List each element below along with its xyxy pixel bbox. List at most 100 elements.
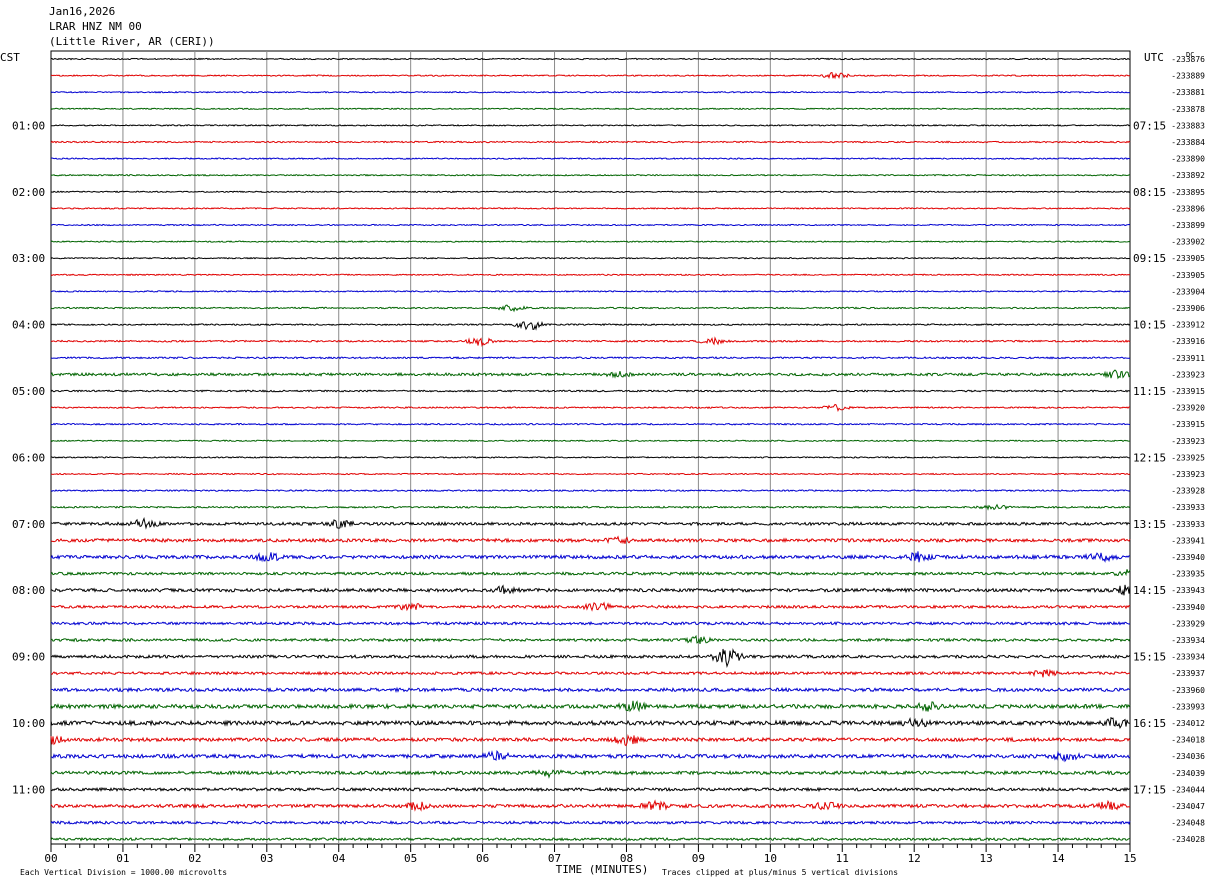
- dc-offset-label: -233935: [1171, 570, 1205, 579]
- dc-offset-label: -234028: [1171, 835, 1205, 844]
- trace-line: [50, 503, 1131, 511]
- trace-line: [50, 320, 1131, 331]
- trace-line: [50, 304, 1131, 313]
- trace-line: [50, 786, 1131, 793]
- dc-offset-label: -233902: [1171, 238, 1205, 247]
- trace-line: [50, 489, 1131, 493]
- clipping-note: Traces clipped at plus/minus 5 vertical …: [662, 868, 898, 877]
- x-tick-label: 12: [908, 852, 921, 865]
- dc-offset-label: -233925: [1171, 453, 1205, 462]
- right-hour-label: 09:15: [1133, 252, 1166, 265]
- left-hour-label: 06:00: [12, 451, 45, 464]
- trace-line: [50, 584, 1131, 596]
- location-label: (Little River, AR (CERI)): [49, 35, 215, 48]
- right-hour-label: 07:15: [1133, 119, 1166, 132]
- dc-offset-label: -233923: [1171, 437, 1205, 446]
- x-tick-label: 02: [188, 852, 201, 865]
- trace-line: [50, 820, 1131, 825]
- trace-line: [50, 456, 1131, 459]
- x-tick-label: 03: [260, 852, 273, 865]
- trace-line: [50, 716, 1131, 729]
- trace-line: [50, 223, 1131, 227]
- dc-offset-label: -233933: [1171, 503, 1205, 512]
- trace-line: [50, 124, 1131, 127]
- x-tick-label: 04: [332, 852, 346, 865]
- trace-line: [50, 836, 1131, 842]
- left-hour-label: 04:00: [12, 319, 45, 332]
- trace-line: [50, 472, 1131, 476]
- trace-line: [51, 686, 1130, 693]
- trace-line: [50, 240, 1131, 243]
- dc-offset-label: -233943: [1171, 586, 1205, 595]
- dc-offset-label: -233928: [1171, 487, 1205, 496]
- trace-line: [50, 389, 1131, 393]
- dc-offset-label: -233896: [1171, 204, 1205, 213]
- dc-offset-label: -234039: [1171, 769, 1205, 778]
- dc-offset-label: -233933: [1171, 520, 1205, 529]
- right-hour-label: 16:15: [1133, 717, 1166, 730]
- trace-line: [50, 551, 1131, 563]
- trace-line: [50, 535, 1131, 545]
- trace-line: [50, 403, 1131, 413]
- dc-offset-label: -233960: [1171, 686, 1205, 695]
- right-hour-label: 15:15: [1133, 651, 1166, 664]
- trace-line: [50, 620, 1131, 626]
- dc-offset-label: -233916: [1171, 337, 1205, 346]
- dc-offset-label: -234036: [1171, 752, 1205, 761]
- dc-offset-label: -233905: [1171, 254, 1205, 263]
- trace-line: [50, 256, 1131, 260]
- trace-line: [50, 71, 1131, 80]
- right-hour-label: 13:15: [1133, 518, 1166, 531]
- trace-line: [50, 733, 1131, 747]
- dc-offset-label: -233904: [1171, 287, 1205, 296]
- left-timezone-label: CST: [0, 51, 20, 64]
- left-hour-label: 07:00: [12, 518, 45, 531]
- dc-offset-label: -233876: [1171, 55, 1205, 64]
- left-hour-label: 02:00: [12, 186, 45, 199]
- dc-offset-label: -234044: [1171, 785, 1205, 794]
- trace-line: [50, 700, 1131, 713]
- trace-line: [50, 140, 1131, 144]
- dc-offset-label: -233906: [1171, 304, 1205, 313]
- dc-offset-label: -233929: [1171, 619, 1205, 628]
- dc-offset-label: -233878: [1171, 105, 1205, 114]
- right-hour-label: 17:15: [1133, 783, 1166, 796]
- trace-line: [50, 207, 1131, 210]
- x-tick-label: 09: [692, 852, 705, 865]
- trace-line: [50, 517, 1131, 530]
- dc-offset-label: -233934: [1171, 636, 1205, 645]
- left-hour-label: 11:00: [12, 783, 45, 796]
- dc-offset-label: -234018: [1171, 736, 1205, 745]
- dc-offset-label: -233923: [1171, 470, 1205, 479]
- x-tick-label: 10: [764, 852, 777, 865]
- dc-offset-label: -233912: [1171, 321, 1205, 330]
- x-tick-label: 00: [44, 852, 57, 865]
- dc-label: DC: [1186, 51, 1194, 59]
- trace-line: [50, 273, 1131, 277]
- dc-offset-label: -233881: [1171, 88, 1205, 97]
- trace-line: [50, 157, 1131, 160]
- right-hour-label: 11:15: [1133, 385, 1166, 398]
- trace-line: [50, 439, 1131, 443]
- dc-offset-label: -233920: [1171, 404, 1205, 413]
- dc-offset-label: -233890: [1171, 155, 1205, 164]
- right-hour-label: 12:15: [1133, 451, 1166, 464]
- x-tick-label: 15: [1123, 852, 1136, 865]
- dc-offset-label: -233941: [1171, 536, 1205, 545]
- right-timezone-label: UTC: [1144, 51, 1164, 64]
- dc-offset-label: -234048: [1171, 819, 1205, 828]
- x-axis-title: TIME (MINUTES): [556, 863, 649, 876]
- station-label: LRAR HNZ NM 00: [49, 20, 142, 33]
- right-hour-label: 14:15: [1133, 584, 1166, 597]
- left-hour-label: 09:00: [12, 651, 45, 664]
- dc-offset-label: -233937: [1171, 669, 1205, 678]
- trace-line: [50, 90, 1131, 94]
- dc-offset-label: -233934: [1171, 653, 1205, 662]
- trace-line: [50, 422, 1131, 426]
- left-hour-label: 10:00: [12, 717, 45, 730]
- trace-line: [50, 601, 1131, 612]
- trace-line: [50, 634, 1131, 645]
- dc-offset-label: -233940: [1171, 553, 1205, 562]
- left-hour-label: 08:00: [12, 584, 45, 597]
